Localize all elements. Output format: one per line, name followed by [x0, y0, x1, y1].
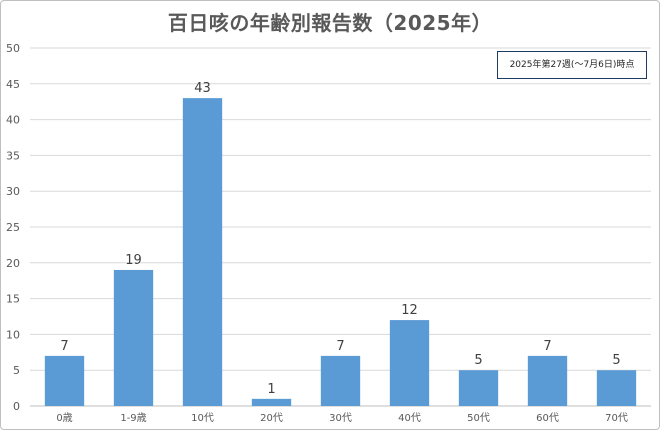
x-tick-label: 30代 [329, 412, 352, 424]
x-tick-label: 10代 [191, 412, 214, 424]
y-tick-label: 10 [6, 328, 20, 341]
bar [44, 355, 85, 406]
bar [596, 370, 637, 406]
data-label: 1 [267, 382, 275, 397]
annotation-box: 2025年第27週(～7月6日)時点 [497, 51, 647, 79]
data-label: 5 [474, 353, 482, 368]
data-label: 7 [543, 339, 551, 354]
bar [182, 98, 223, 407]
bar [527, 355, 568, 406]
y-tick-label: 50 [6, 42, 20, 55]
x-tick-label: 0歳 [56, 412, 72, 424]
gridlines [30, 47, 651, 407]
data-label: 7 [60, 339, 68, 354]
annotation-text: 2025年第27週(～7月6日)時点 [509, 60, 635, 70]
bar [320, 355, 361, 406]
y-tick-label: 35 [6, 149, 20, 162]
data-label: 43 [194, 81, 211, 96]
y-tick-label: 20 [6, 257, 20, 270]
x-axis-ticks: 0歳 1-9歳 10代 20代 30代 40代 50代 60代 70代 [56, 412, 628, 424]
x-tick-label: 70代 [605, 412, 628, 424]
data-labels: 7 19 43 1 7 12 5 7 5 [60, 81, 620, 397]
x-tick-label: 40代 [398, 412, 421, 424]
y-tick-label: 40 [6, 114, 20, 127]
bar [458, 370, 499, 406]
data-label: 12 [401, 303, 418, 318]
bars [44, 98, 637, 407]
y-tick-label: 25 [6, 221, 20, 234]
data-label: 5 [612, 353, 620, 368]
y-tick-label: 5 [13, 364, 20, 377]
x-tick-label: 1-9歳 [120, 412, 146, 424]
x-tick-label: 50代 [467, 412, 490, 424]
bar [113, 269, 154, 406]
y-tick-label: 0 [13, 400, 20, 413]
data-label: 7 [336, 339, 344, 354]
y-tick-label: 45 [6, 78, 20, 91]
x-tick-label: 60代 [536, 412, 559, 424]
y-tick-label: 15 [6, 293, 20, 306]
x-tick-label: 20代 [260, 412, 283, 424]
chart-title: 百日咳の年齢別報告数（2025年） [167, 11, 493, 35]
bar [251, 398, 292, 406]
y-tick-label: 30 [6, 185, 20, 198]
y-axis-ticks: 0 5 10 15 20 25 30 35 40 45 50 [6, 42, 20, 413]
data-label: 19 [125, 253, 142, 268]
bar [389, 320, 430, 406]
